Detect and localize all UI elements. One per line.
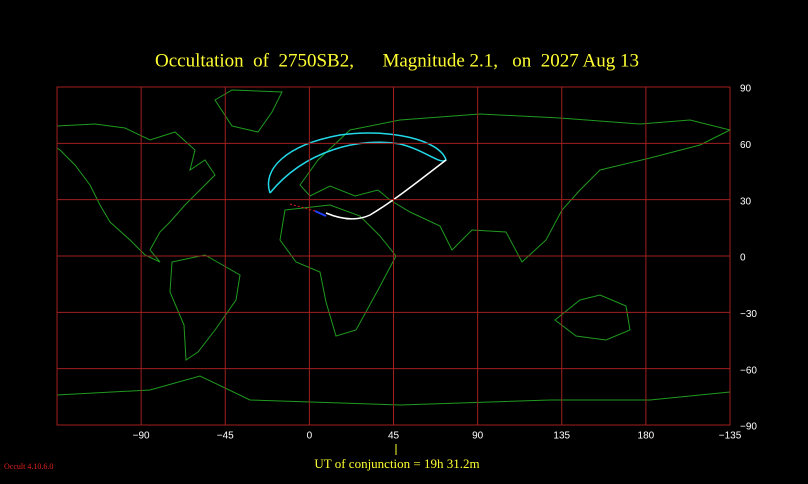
africa [279, 204, 397, 337]
x-tick-label: −90 [133, 431, 150, 442]
y-tick-label: 30 [740, 196, 752, 207]
x-tick-label: 180 [638, 431, 655, 442]
y-tick-label: −30 [740, 309, 757, 320]
x-tick-label: −45 [217, 431, 234, 442]
title: Occultation of 2750SB2, Magnitude 2.1, o… [155, 50, 639, 71]
y-tick-label: 0 [740, 253, 746, 264]
north-america [56, 123, 216, 263]
path-limit [267, 132, 447, 194]
y-tick-label: −60 [740, 365, 757, 376]
y-tick-label: −90 [740, 422, 757, 433]
centre-line-daylight [314, 210, 327, 217]
y-tick-label: 90 [740, 84, 752, 95]
antarctica [56, 375, 731, 406]
occultation-path [267, 132, 447, 220]
footer: UT of conjunction = 19h 31.2m [314, 456, 479, 471]
version: Occult 4.10.6.0 [4, 462, 53, 471]
y-tick-label: 60 [740, 140, 752, 151]
x-tick-label: 135 [553, 431, 570, 442]
greenland [214, 89, 283, 133]
australia [554, 294, 631, 341]
x-tick-label: −135 [719, 431, 742, 442]
centre-line [325, 159, 447, 220]
centre-line-below-horizon [289, 203, 316, 212]
x-tick-label: 90 [472, 431, 484, 442]
x-tick-label: 45 [388, 431, 400, 442]
x-tick-label: 0 [307, 431, 313, 442]
south-america [169, 254, 241, 361]
